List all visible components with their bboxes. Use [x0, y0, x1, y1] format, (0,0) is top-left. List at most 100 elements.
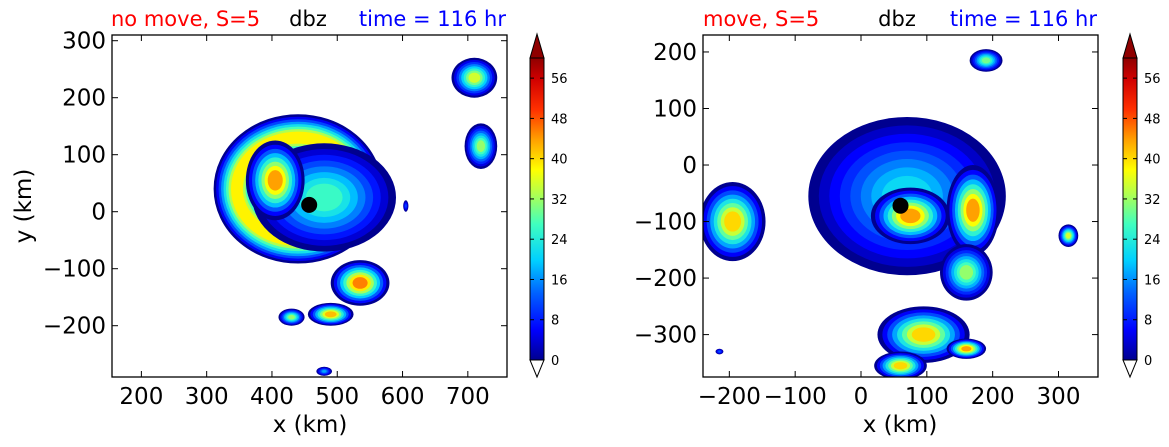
colorbar-extend-max	[1122, 32, 1138, 59]
colorbar-bar	[1122, 57, 1138, 361]
panel-title-center: dbz	[289, 7, 327, 31]
colorbar-tick-label: 40	[1144, 153, 1161, 168]
contour-band	[324, 311, 337, 318]
x-tick-label: 700	[446, 384, 490, 410]
y-axis-ticks: −200 −100 0 100 200 300	[43, 29, 507, 340]
contour-field-no-move	[213, 57, 498, 376]
y-tick-label: −100	[43, 257, 106, 283]
y-tick-label: 100	[62, 143, 106, 169]
contour-band	[468, 72, 481, 83]
reflectivity-cell-7	[464, 123, 498, 169]
contour-band	[911, 327, 936, 342]
x-axis-label: x (km)	[273, 412, 348, 438]
y-axis-label: y (km)	[11, 169, 37, 244]
contour-band	[1065, 232, 1071, 239]
contour-band	[404, 204, 407, 208]
y-tick-label: 100	[653, 96, 697, 122]
colorbar-tick-label: 0	[551, 354, 559, 369]
reflectivity-cell-2	[870, 187, 950, 245]
x-tick-label: −200	[698, 384, 761, 410]
reflectivity-cell-5	[703, 181, 766, 262]
y-tick-label: 0	[91, 200, 106, 226]
reflectivity-cell-4	[940, 244, 993, 301]
panel-move: move, S=5 dbz time = 116 hr −200 −100 0 100…	[634, 7, 1161, 438]
colorbar-tick-label: 32	[551, 193, 568, 208]
contour-band	[893, 362, 908, 370]
colorbar-bar	[529, 57, 545, 361]
x-tick-label: 0	[854, 384, 869, 410]
colorbar-ticks: 0 8 16 24 32 40 48 56	[530, 72, 568, 369]
x-tick-label: 500	[315, 384, 359, 410]
x-axis-label: x (km)	[863, 412, 938, 438]
contour-band	[981, 57, 991, 64]
colorbar-tick-label: 24	[1144, 233, 1161, 248]
panel-title-right: time = 116 hr	[950, 7, 1097, 31]
colorbar-tick-label: 56	[1144, 72, 1161, 87]
x-tick-label: 300	[185, 384, 229, 410]
x-tick-label: 300	[1037, 384, 1081, 410]
colorbar-tick-label: 56	[551, 72, 568, 87]
contour-band	[718, 350, 721, 353]
x-tick-label: 400	[250, 384, 294, 410]
colorbar-tick-label: 40	[551, 153, 568, 168]
panel-title-center: dbz	[878, 7, 916, 31]
colorbar-tick-label: 48	[1144, 112, 1161, 127]
colorbar-tick-label: 8	[1144, 314, 1152, 329]
x-tick-label: 100	[905, 384, 949, 410]
colorbar-ticks: 0 8 16 24 32 40 48 56	[1123, 72, 1161, 369]
storm-center-marker	[301, 196, 318, 213]
colorbar-tick-label: 16	[551, 273, 568, 288]
y-axis-ticks: −300 −200 −100 0 100 200	[634, 40, 1098, 349]
x-axis-ticks: −200 −100 0 100 200 300	[698, 35, 1081, 410]
reflectivity-cell-10	[1058, 224, 1079, 247]
colorbar-tick-label: 16	[1144, 273, 1161, 288]
contour-field-move	[703, 49, 1079, 377]
contour-band	[961, 346, 972, 352]
contour-band	[724, 211, 742, 232]
y-tick-label: 300	[62, 29, 106, 55]
contour-band	[476, 140, 486, 152]
y-tick-label: −200	[43, 314, 106, 340]
colorbar: 0 8 16 24 32 40 48 56	[529, 32, 568, 379]
panel-title-left: move, S=5	[703, 7, 819, 31]
contour-band	[322, 370, 327, 373]
y-tick-label: −300	[634, 323, 697, 349]
reflectivity-cell-2	[245, 140, 305, 221]
colorbar-tick-label: 0	[1144, 354, 1152, 369]
contour-band	[900, 208, 921, 224]
reflectivity-cell-5	[278, 308, 305, 326]
y-tick-label: 0	[682, 153, 697, 179]
contour-band	[288, 314, 295, 320]
reflectivity-cell-3	[330, 260, 390, 306]
panel-title-left: no move, S=5	[111, 7, 260, 31]
colorbar-tick-label: 32	[1144, 193, 1161, 208]
x-tick-label: −100	[764, 384, 827, 410]
colorbar-tick-label: 48	[551, 112, 568, 127]
reflectivity-cell-9	[403, 200, 409, 212]
x-axis-ticks: 200 300 400 500 600 700	[119, 35, 490, 410]
y-tick-label: −200	[634, 266, 697, 292]
panel-title-right: time = 116 hr	[359, 7, 506, 31]
contour-band	[966, 198, 980, 222]
reflectivity-cell-6	[451, 57, 498, 98]
reflectivity-cell-11	[715, 348, 724, 355]
contour-band	[959, 265, 974, 280]
contour-band	[267, 170, 283, 191]
reflectivity-cell-8	[316, 366, 333, 376]
colorbar-tick-label: 24	[551, 233, 568, 248]
colorbar-extend-min	[529, 359, 545, 379]
panel-no-move: no move, S=5 dbz time = 116 hr 200 300 400…	[11, 7, 568, 438]
reflectivity-cell-7	[874, 351, 927, 377]
reflectivity-cell-9	[969, 49, 1003, 72]
colorbar-extend-max	[529, 32, 545, 59]
plot-frame	[111, 34, 508, 378]
colorbar-extend-min	[1122, 359, 1138, 379]
x-tick-label: 200	[971, 384, 1015, 410]
reflectivity-cell-4	[307, 302, 354, 326]
x-tick-label: 600	[381, 384, 425, 410]
colorbar-tick-label: 8	[551, 314, 559, 329]
storm-center-marker	[892, 197, 909, 214]
plot-frame	[702, 34, 1099, 378]
reflectivity-cell-8	[946, 338, 987, 359]
colorbar: 0 8 16 24 32 40 48 56	[1122, 32, 1161, 379]
